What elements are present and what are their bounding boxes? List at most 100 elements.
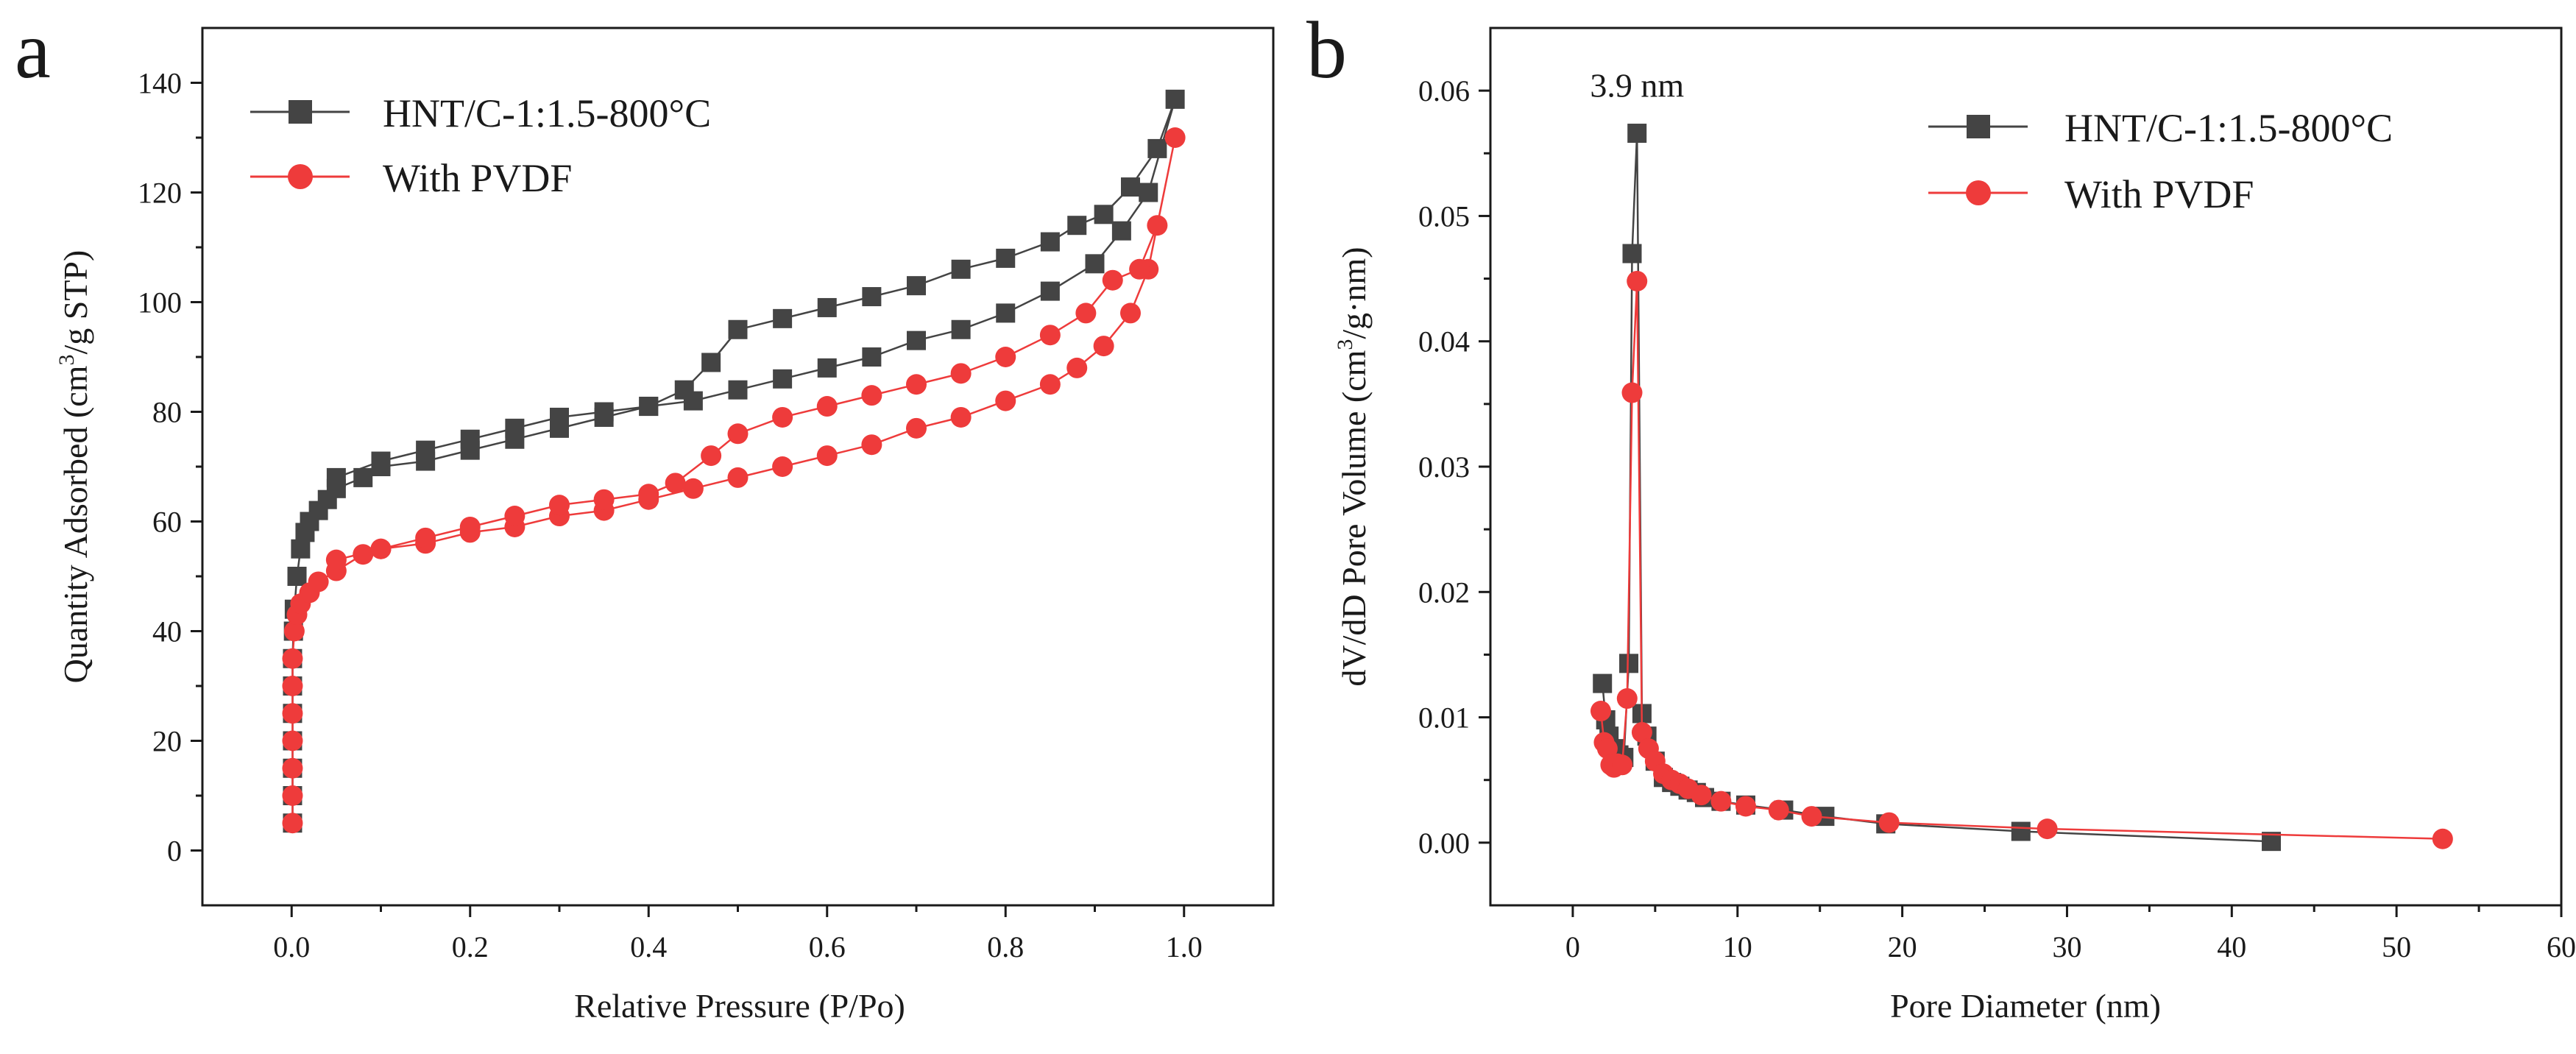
data-point-circle xyxy=(1616,688,1638,710)
data-point-square xyxy=(594,402,614,422)
data-point-circle xyxy=(1878,812,1900,833)
data-point-square xyxy=(1067,216,1087,236)
data-point-circle xyxy=(1147,215,1168,236)
data-point-square xyxy=(639,397,659,417)
data-point-circle xyxy=(665,473,686,494)
data-point-square xyxy=(1121,177,1140,197)
x-tick-label: 0.0 xyxy=(273,930,310,963)
data-point-circle xyxy=(459,516,481,537)
data-point-circle xyxy=(995,347,1016,367)
data-point-circle xyxy=(1039,374,1061,395)
data-point-circle xyxy=(282,730,303,751)
data-point-circle xyxy=(282,676,303,696)
data-point-circle xyxy=(995,390,1016,411)
data-point-circle xyxy=(325,549,347,570)
data-point-square xyxy=(1085,254,1105,274)
y-tick-label: 0 xyxy=(167,835,182,868)
data-point-square xyxy=(291,539,311,559)
data-point-circle xyxy=(816,445,838,467)
data-point-square xyxy=(907,276,926,296)
y-tick-label: 0.03 xyxy=(1418,450,1470,484)
data-point-square xyxy=(951,259,971,279)
data-point-circle xyxy=(1129,258,1150,280)
y-tick-label: 40 xyxy=(152,615,182,648)
data-point-square xyxy=(773,369,793,389)
panel-a-letter: a xyxy=(15,5,51,95)
y-tick-label: 100 xyxy=(138,286,182,319)
data-point-circle xyxy=(1612,754,1633,776)
data-point-circle xyxy=(727,467,749,488)
data-point-circle xyxy=(701,445,722,467)
data-point-circle xyxy=(1631,722,1652,743)
data-point-circle xyxy=(772,456,793,477)
x-tick-label: 40 xyxy=(2217,930,2246,963)
y-tick-label: 140 xyxy=(138,67,182,100)
data-point-square xyxy=(1165,89,1185,109)
data-point-square xyxy=(460,429,480,449)
legend-entry-hnt: HNT/C-1:1.5-800°C xyxy=(1928,106,2393,150)
data-point-circle xyxy=(906,374,927,395)
panel-b-plot-frame xyxy=(1489,26,2563,907)
data-point-circle xyxy=(950,363,972,384)
legend-marker-square xyxy=(289,100,312,124)
data-point-circle xyxy=(282,757,303,779)
data-point-square xyxy=(728,380,748,400)
data-point-circle xyxy=(816,396,838,417)
data-point-circle xyxy=(1075,303,1097,324)
data-point-circle xyxy=(1590,701,1611,722)
panel-b-x-axis-title: Pore Diameter (nm) xyxy=(1890,987,2161,1025)
data-point-circle xyxy=(353,544,374,565)
data-point-circle xyxy=(1735,796,1756,817)
x-tick-label: 60 xyxy=(2547,930,2576,963)
data-point-square xyxy=(1111,221,1131,241)
data-point-square xyxy=(951,319,971,339)
data-point-square xyxy=(326,467,346,487)
data-point-square xyxy=(996,248,1016,268)
data-point-circle xyxy=(861,434,882,456)
data-point-square xyxy=(773,308,793,328)
data-point-square xyxy=(287,567,307,586)
y-tick-label: 120 xyxy=(138,177,182,210)
legend-marker-square xyxy=(1967,115,1990,138)
data-point-circle xyxy=(370,538,392,559)
data-point-circle xyxy=(308,571,329,593)
data-point-circle xyxy=(1768,799,1789,821)
x-tick-label: 1.0 xyxy=(1166,930,1203,963)
data-point-square xyxy=(862,287,882,307)
legend-marker-circle xyxy=(288,164,313,189)
data-point-circle xyxy=(1102,269,1123,291)
panel-b-letter: b xyxy=(1306,5,1347,95)
data-point-circle xyxy=(282,813,303,834)
data-point-circle xyxy=(638,484,659,505)
panel-b-ticks: 0 10 20 30 40 50 60 0.00 0.01 0.02 0.03 0.04 0.05 0.0… xyxy=(1418,74,2576,963)
y-tick-label: 0.04 xyxy=(1418,325,1470,358)
data-point-square xyxy=(674,380,694,400)
data-point-square xyxy=(1040,281,1060,301)
y-tick-label: 20 xyxy=(152,725,182,758)
y-tick-label: 80 xyxy=(152,396,182,429)
legend-entry-hnt: HNT/C-1:1.5-800°C xyxy=(250,91,711,135)
data-point-circle xyxy=(1093,336,1114,357)
data-point-square xyxy=(353,467,373,487)
legend-entry-pvdf: With PVDF xyxy=(1928,172,2254,216)
data-point-circle xyxy=(504,506,526,527)
data-point-circle xyxy=(950,406,972,428)
legend-entry-pvdf: With PVDF xyxy=(250,156,572,200)
panel-b-legend: HNT/C-1:1.5-800°C With PVDF xyxy=(1928,106,2393,216)
data-point-circle xyxy=(861,385,882,406)
legend-label-hnt: HNT/C-1:1.5-800°C xyxy=(383,91,711,135)
data-point-circle xyxy=(282,703,303,724)
data-point-circle xyxy=(772,406,793,428)
x-tick-label: 30 xyxy=(2052,930,2081,963)
data-point-circle xyxy=(283,620,305,642)
x-tick-label: 0.4 xyxy=(630,930,667,963)
data-point-circle xyxy=(1039,325,1061,346)
x-tick-label: 50 xyxy=(2382,930,2411,963)
data-point-circle xyxy=(1164,127,1186,148)
panel-b-y-axis-title: dV/dD Pore Volume (cm3/g·nm) xyxy=(1333,247,1373,686)
data-point-circle xyxy=(1596,738,1618,760)
panel-a-series xyxy=(282,89,1186,834)
panel-a-legend: HNT/C-1:1.5-800°C With PVDF xyxy=(250,91,711,200)
panel-a-plot-frame xyxy=(201,26,1275,907)
